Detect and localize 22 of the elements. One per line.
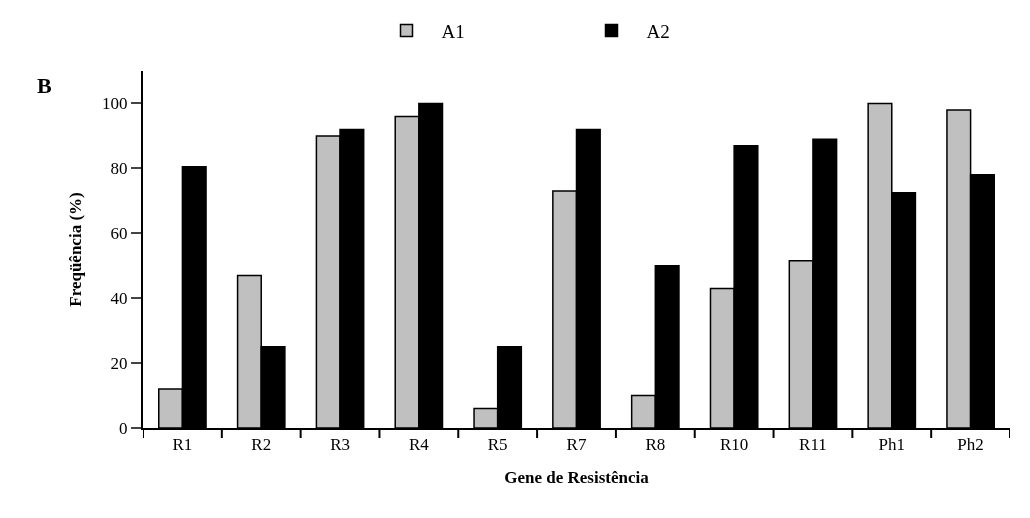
- x-tick-label: R5: [487, 435, 508, 455]
- y-tick-label: 100: [102, 94, 128, 114]
- x-tick-label: R2: [251, 435, 272, 455]
- y-tick-label: 20: [110, 354, 128, 374]
- x-tick-label: R7: [566, 435, 587, 455]
- legend-label: A1: [441, 20, 465, 42]
- legend-label: A2: [646, 20, 670, 42]
- text: B: [37, 73, 52, 98]
- x-tick-label: R11: [799, 435, 827, 455]
- x-tick-label: R4: [408, 435, 430, 455]
- y-tick-label: 80: [110, 159, 128, 179]
- y-axis-title: Freqüência (%): [66, 192, 86, 307]
- x-tick-label: R10: [719, 435, 749, 455]
- y-tick-label: 0: [119, 418, 128, 438]
- x-tick-label: R1: [172, 435, 193, 455]
- y-tick-label: 40: [110, 289, 128, 309]
- x-tick-label: R8: [645, 435, 666, 455]
- x-tick-label: Ph2: [957, 435, 984, 455]
- x-tick-label: R3: [330, 435, 350, 455]
- x-tick-label: Ph1: [878, 435, 905, 455]
- x-axis-title: Gene de Resistência: [504, 468, 650, 488]
- y-tick-label: 60: [110, 224, 128, 244]
